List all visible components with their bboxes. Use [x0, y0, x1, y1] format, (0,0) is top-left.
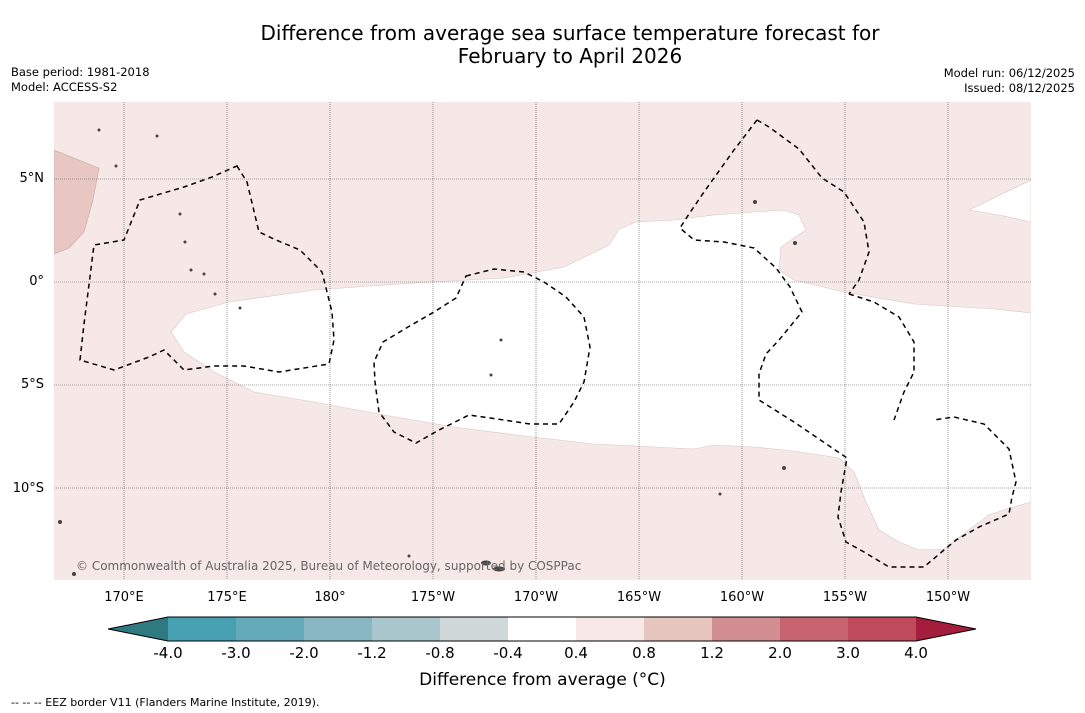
eez-border-kiribati-line-center [679, 119, 1017, 568]
island [407, 554, 411, 558]
colorbar-tick-label: -1.2 [357, 644, 387, 662]
colorbar-tick-label: 4.0 [904, 644, 928, 662]
eez-border-kiribati-line-south [848, 293, 915, 421]
eez-border-kiribati-gilberts [79, 165, 335, 373]
title-line-2: February to April 2026 [457, 44, 683, 68]
island [238, 306, 242, 310]
longitude-gridlines [123, 102, 949, 580]
island [782, 466, 786, 470]
lon-label-155w: 155°W [822, 590, 868, 605]
colorbar-tick-label: 2.0 [768, 644, 792, 662]
colorbar-segment [508, 617, 576, 641]
lon-label-165w: 165°W [616, 590, 662, 605]
lat-label-10s: 10°S [12, 481, 44, 496]
meta-right: Model run: 06/12/2025 Issued: 08/12/2025 [944, 66, 1075, 95]
island [202, 272, 206, 276]
lat-label-0: 0° [29, 274, 44, 289]
colorbar-segment [304, 617, 372, 641]
colorbar-segment [372, 617, 440, 641]
lon-label-160w: 160°W [719, 590, 765, 605]
colorbar-tick-label: 0.4 [564, 644, 588, 662]
island [493, 566, 505, 572]
colorbar-tick-label: -0.8 [425, 644, 455, 662]
island [753, 200, 757, 204]
colorbar-tick-label: -2.0 [289, 644, 319, 662]
island [58, 520, 62, 524]
lon-label-180: 180° [314, 590, 346, 605]
lat-label-5n: 5°N [19, 171, 45, 186]
islands [58, 128, 797, 576]
lat-label-5s: 5°S [20, 377, 44, 392]
colorbar-segment [168, 617, 236, 641]
colorbar-segment-extend-high [916, 617, 976, 641]
colorbar-segment-extend-low [108, 617, 168, 641]
meta-left: Base period: 1981-2018 Model: ACCESS-S2 [11, 65, 150, 94]
moderate-warm-anomaly-patch [54, 149, 100, 255]
model-text: Model: ACCESS-S2 [11, 79, 118, 94]
island [183, 240, 187, 244]
latitude-gridlines [54, 178, 1031, 489]
colorbar-segment [644, 617, 712, 641]
island [499, 338, 503, 342]
island [178, 212, 182, 216]
base-period-text: Base period: 1981-2018 [11, 65, 150, 79]
colorbar-segment [712, 617, 780, 641]
colorbar-label: Difference from average (°C) [419, 670, 666, 690]
island [72, 572, 76, 576]
sst-anomaly-map [54, 102, 1031, 580]
colorbar-tick-label: 0.8 [632, 644, 656, 662]
lon-label-170w: 170°W [513, 590, 559, 605]
island [155, 134, 159, 138]
colorbar-tick-label: -0.4 [493, 644, 523, 662]
eez-border-kiribati-line-north [756, 119, 870, 295]
colorbar-tick-label: 3.0 [836, 644, 860, 662]
model-run-text: Model run: 06/12/2025 [943, 66, 1075, 80]
lon-label-170e: 170°E [104, 590, 144, 605]
island [793, 241, 797, 245]
colorbar-segment [440, 617, 508, 641]
neutral-anomaly-region-east [968, 179, 1031, 223]
colorbar-tick-label: 1.2 [700, 644, 724, 662]
copyright-text: © Commonwealth of Australia 2025, Bureau… [76, 559, 582, 573]
colorbar-tick-label: -3.0 [221, 644, 251, 662]
lon-label-175w: 175°W [410, 590, 456, 605]
island [213, 292, 217, 296]
map-title: Difference from average sea surface temp… [0, 22, 1085, 68]
island [189, 268, 193, 272]
island [718, 492, 722, 496]
eez-borders [79, 119, 1017, 568]
colorbar-segment [236, 617, 304, 641]
title-line-1: Difference from average sea surface temp… [260, 21, 880, 45]
eez-border-kiribati-phoenix [373, 268, 591, 444]
colorbar-segment [780, 617, 848, 641]
colorbar-tick-label: -4.0 [153, 644, 183, 662]
eez-legend-note: -- -- -- EEZ border V11 (Flanders Marine… [11, 696, 320, 709]
colorbar-segment [576, 617, 644, 641]
island [97, 128, 101, 132]
colorbar-segment [848, 617, 916, 641]
lon-label-175e: 175°E [207, 590, 247, 605]
island [481, 560, 491, 566]
issued-text: Issued: 08/12/2025 [964, 80, 1075, 95]
lon-label-150w: 150°W [925, 590, 971, 605]
island [114, 164, 118, 168]
colorbar-outline [108, 616, 977, 642]
island [489, 373, 493, 377]
colorbar [108, 616, 977, 642]
